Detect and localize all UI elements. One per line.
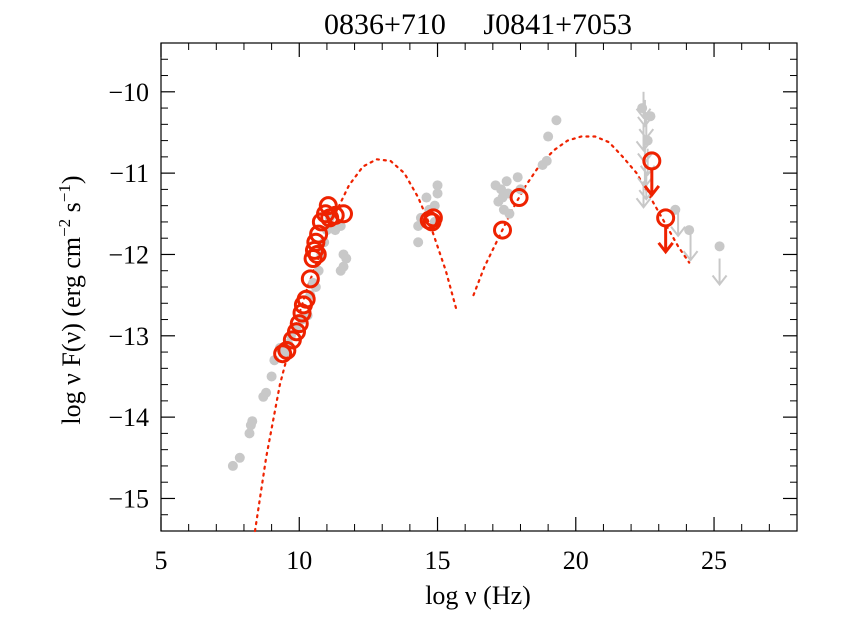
- red-circle-point: [296, 289, 316, 309]
- x-tick-label: 20: [563, 546, 589, 575]
- archival-point: [247, 416, 258, 427]
- red-circle-point: [316, 204, 336, 224]
- plot-frame: [160, 42, 798, 532]
- archival-upper-limit: [635, 91, 652, 120]
- archival-point: [341, 253, 352, 264]
- archival-point: [413, 237, 424, 248]
- red-upper-limit: [657, 225, 674, 255]
- y-tick-label: −15: [108, 484, 149, 513]
- red-circle-point: [306, 232, 326, 252]
- archival-point: [541, 155, 552, 166]
- red-circle-point: [493, 220, 513, 240]
- archival-point: [543, 131, 554, 142]
- y-axis-label-mid: s: [57, 202, 86, 219]
- y-axis-label: log ν F(ν) (erg cm−2 s−1): [55, 175, 86, 424]
- archival-upper-limit: [638, 112, 655, 140]
- y-axis-label-exp1: −2: [55, 219, 74, 237]
- chart-title: 0836+710 J0841+7053: [324, 8, 632, 41]
- axis-ticks: [160, 42, 798, 532]
- red-circle-point: [325, 205, 345, 225]
- red-circle-point: [286, 322, 306, 342]
- inverse-compton-fit-line: [472, 135, 691, 297]
- y-axis-label-exp2: −1: [55, 184, 74, 202]
- archival-upper-limit: [670, 209, 686, 238]
- red-circle-point: [423, 208, 443, 228]
- red-circle-point: [289, 314, 309, 334]
- archival-point: [504, 208, 515, 219]
- y-tick-label: −13: [108, 322, 149, 351]
- red-circle-point: [509, 188, 529, 208]
- archival-point: [714, 241, 725, 252]
- y-axis-label-main: log ν F(ν) (erg cm: [57, 237, 86, 425]
- y-tick-labels: −10 −11 −12 −13 −14 −15: [108, 78, 149, 514]
- y-tick-label: −11: [109, 159, 149, 188]
- archival-point: [266, 371, 277, 382]
- archival-point: [310, 282, 321, 292]
- archival-point: [227, 460, 238, 471]
- y-tick-label: −12: [108, 240, 149, 269]
- archival-point: [501, 176, 512, 187]
- x-tick-label: 5: [155, 546, 168, 575]
- red-circle-point: [307, 244, 327, 264]
- plot-area: [227, 91, 728, 533]
- red-circle-point: [273, 344, 293, 364]
- x-tick-label: 25: [701, 546, 727, 575]
- red-circle-point: [300, 269, 320, 289]
- archival-upper-limit: [711, 258, 728, 287]
- archival-point: [512, 172, 523, 183]
- red-circle-point: [334, 204, 354, 224]
- archival-point: [432, 180, 443, 191]
- archival-upper-limit: [637, 99, 653, 128]
- archival-point: [335, 265, 346, 276]
- x-tick-label: 15: [425, 546, 451, 575]
- archival-point: [244, 428, 255, 439]
- archival-point: [261, 387, 272, 398]
- y-axis-label-end: ): [57, 175, 86, 184]
- archival-upper-limit: [682, 234, 699, 262]
- x-tick-labels: 5 10 15 20 25: [155, 546, 728, 575]
- red-circle-point: [309, 224, 329, 244]
- y-tick-label: −10: [108, 78, 149, 107]
- red-upper-limit: [643, 168, 661, 198]
- archival-point: [684, 225, 695, 236]
- y-tick-label: −14: [108, 403, 149, 432]
- red-circle-point: [277, 340, 297, 360]
- red-circle-point: [656, 208, 676, 228]
- archival-point: [432, 188, 443, 199]
- archival-upper-limit: [635, 124, 652, 152]
- archival-upper-limit: [635, 181, 652, 209]
- x-tick-label: 10: [286, 546, 312, 575]
- archival-point: [421, 192, 432, 203]
- x-axis-label: log ν (Hz): [425, 581, 531, 610]
- archival-point: [234, 452, 245, 463]
- archival-point: [551, 115, 562, 126]
